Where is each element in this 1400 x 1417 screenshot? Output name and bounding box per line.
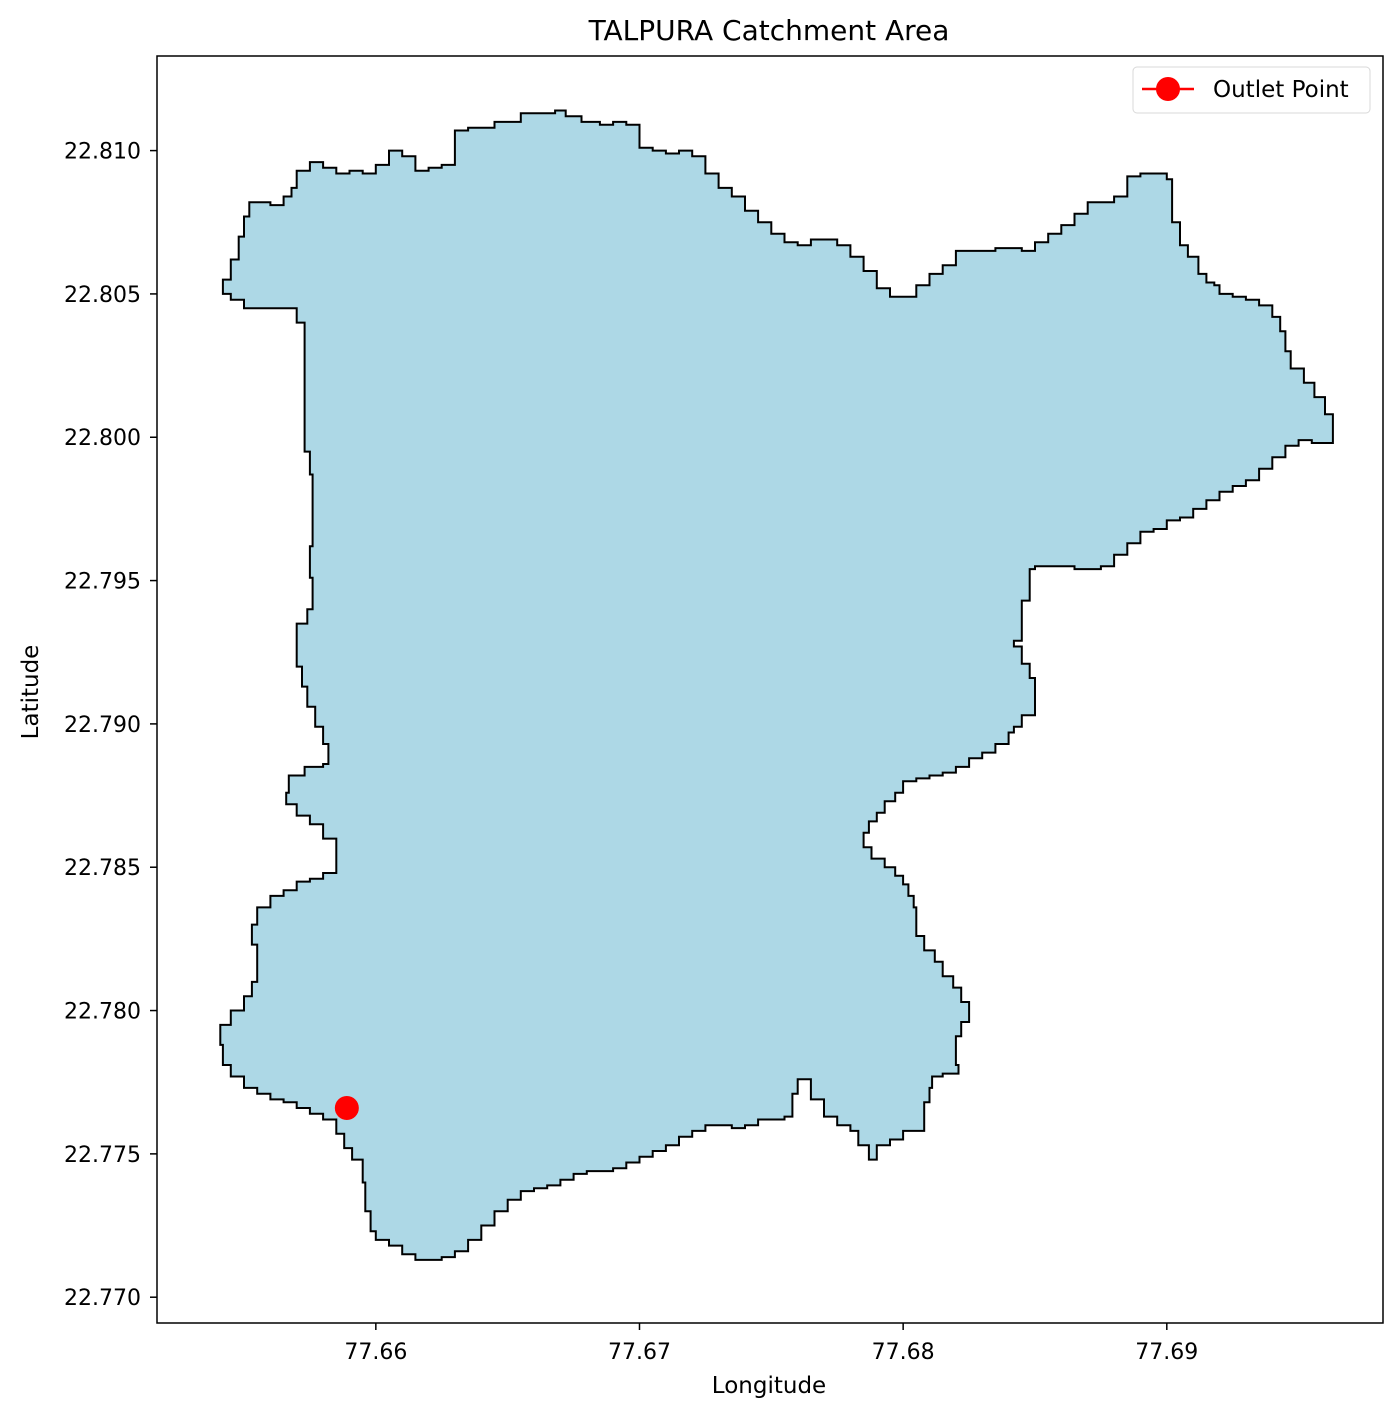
y-tick-label: 22.775 xyxy=(64,1143,141,1168)
catchment-polygon xyxy=(219,109,1334,1261)
legend: Outlet Point xyxy=(1132,66,1371,114)
legend-marker xyxy=(1156,77,1180,101)
legend-label-outlet-point: Outlet Point xyxy=(1213,77,1349,103)
y-tick-label: 22.780 xyxy=(64,1000,141,1025)
x-tick-label: 77.67 xyxy=(608,1340,671,1365)
x-tick-label: 77.69 xyxy=(1135,1340,1198,1365)
plot-border xyxy=(156,55,1384,1324)
catchment-layer xyxy=(219,109,1334,1261)
x-axis-ticks: 77.66 77.67 77.68 77.69 xyxy=(344,1323,1198,1365)
y-tick-label: 22.790 xyxy=(64,713,141,738)
outlet-point-marker xyxy=(334,1096,359,1121)
chart-title: TALPURA Catchment Area xyxy=(588,14,950,47)
x-tick-label: 77.68 xyxy=(872,1340,935,1365)
x-tick-label: 77.66 xyxy=(344,1340,407,1365)
y-axis-ticks: 22.810 22.805 22.800 22.795 22.790 22.785 22.7… xyxy=(64,140,157,1311)
x-axis-label: Longitude xyxy=(712,1373,826,1399)
y-axis-label: Latitude xyxy=(18,645,44,740)
y-tick-label: 22.805 xyxy=(64,283,141,308)
y-tick-label: 22.800 xyxy=(64,426,141,451)
outlet-layer xyxy=(334,1096,359,1121)
y-tick-label: 22.770 xyxy=(64,1286,141,1311)
y-tick-label: 22.795 xyxy=(64,570,141,595)
y-tick-label: 22.785 xyxy=(64,856,141,881)
legend-box xyxy=(1132,66,1371,114)
y-tick-label: 22.810 xyxy=(64,140,141,165)
